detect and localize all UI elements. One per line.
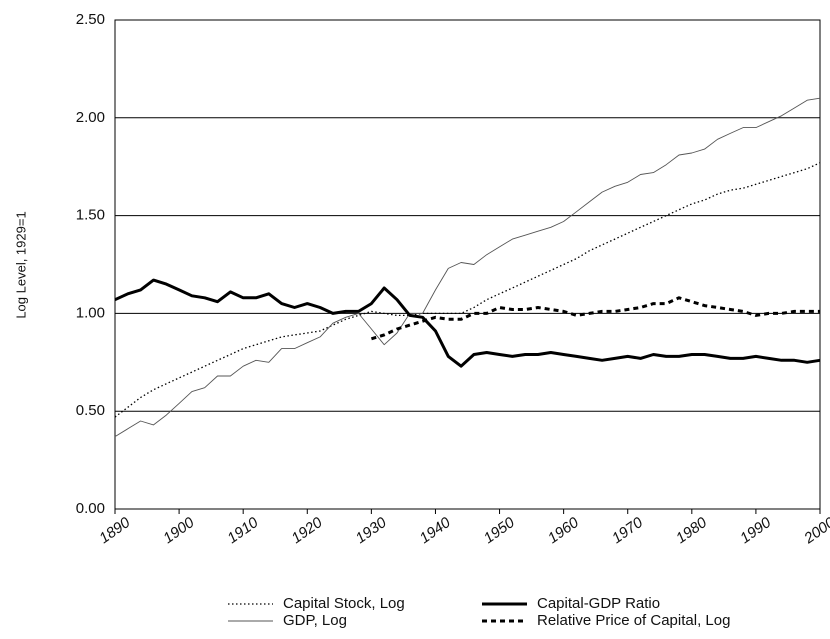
x-tick-label: 1900 bbox=[160, 514, 198, 547]
legend-label: Capital-GDP Ratio bbox=[537, 595, 660, 612]
x-tick-label: 1960 bbox=[545, 514, 583, 547]
plot-frame bbox=[114, 19, 821, 510]
series-line bbox=[370, 296, 820, 341]
y-tick-label: 2.50 bbox=[76, 11, 105, 28]
x-tick-label: 1980 bbox=[673, 514, 711, 547]
legend-label: Capital Stock, Log bbox=[283, 595, 405, 612]
y-tick-label: 0.50 bbox=[76, 402, 105, 419]
x-tick-label: 2000 bbox=[800, 514, 830, 548]
y-tick-label: 2.00 bbox=[76, 109, 105, 126]
y-tick-label: 1.00 bbox=[76, 304, 105, 321]
series-line bbox=[114, 97, 821, 437]
legend-label: GDP, Log bbox=[283, 612, 347, 629]
x-tick-label: 1970 bbox=[609, 514, 647, 547]
x-tick-label: 1930 bbox=[353, 514, 391, 547]
series-line bbox=[114, 278, 821, 368]
series-line bbox=[114, 162, 821, 418]
x-tick-label: 1940 bbox=[417, 514, 455, 547]
legend-label: Relative Price of Capital, Log bbox=[537, 612, 730, 629]
y-axis-label: Log Level, 1929=1 bbox=[13, 211, 28, 318]
x-tick-label: 1920 bbox=[288, 514, 326, 547]
x-tick-label: 1950 bbox=[481, 514, 519, 547]
y-tick-label: 0.00 bbox=[76, 500, 105, 517]
x-tick-label: 1910 bbox=[224, 514, 262, 547]
y-tick-label: 1.50 bbox=[76, 207, 105, 224]
x-tick-label: 1990 bbox=[737, 514, 775, 547]
x-tick-label: 1890 bbox=[96, 514, 134, 547]
